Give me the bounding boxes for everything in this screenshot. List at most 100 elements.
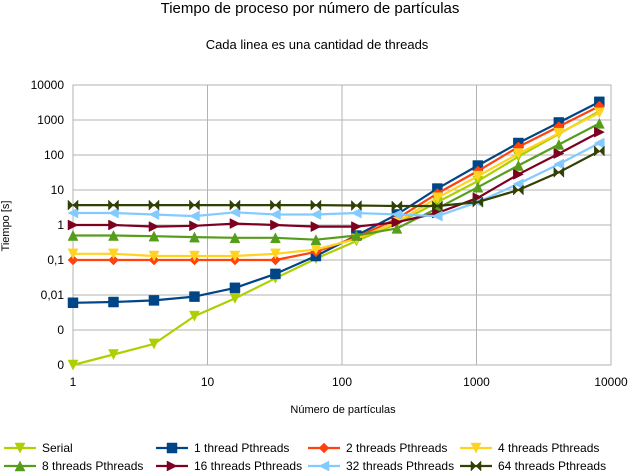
legend-label: 2 threads Pthreads: [346, 441, 447, 455]
data-point: [270, 248, 281, 260]
series-line: [72, 100, 600, 304]
legend-item: Serial: [4, 441, 73, 455]
x-tick-label: 10000: [594, 375, 628, 389]
legend-item: 4 threads Pthreads: [460, 441, 599, 455]
data-point: [67, 229, 79, 241]
data-point: [229, 206, 241, 218]
y-tick-label: 10: [51, 183, 65, 197]
legend-marker: [166, 442, 178, 454]
data-point: [229, 250, 241, 262]
data-point: [189, 310, 200, 322]
series-6: [67, 137, 605, 222]
legend-item: 32 threads Pthreads: [308, 459, 454, 472]
data-point: [472, 196, 484, 208]
data-point: [472, 170, 484, 182]
chart-subtitle: Cada linea es una cantidad de threads: [206, 37, 429, 52]
data-point: [67, 219, 79, 231]
x-tick-labels: 1 10 100 1000 10000: [70, 375, 628, 389]
data-point: [229, 199, 241, 211]
x-axis-label: Número de partículas: [290, 404, 396, 416]
y-tick-label: 1000: [37, 113, 64, 127]
data-point: [270, 268, 281, 280]
data-point: [148, 209, 160, 220]
series-line: [72, 110, 600, 367]
chart-title: Tiempo de proceso por número de partícul…: [161, 0, 460, 17]
data-point: [553, 148, 565, 159]
data-point: [108, 199, 119, 211]
data-point: [553, 158, 565, 170]
data-point: [391, 222, 403, 234]
y-tick-labels: 0 0 0,01 0,1 1 10 100 1000 10000: [31, 78, 65, 372]
data-point: [107, 207, 119, 219]
data-point: [512, 148, 524, 160]
data-point: [189, 250, 200, 262]
data-point: [108, 254, 119, 266]
data-point: [148, 250, 160, 262]
data-point: [188, 210, 200, 222]
y-axis-label: Tiempo [s]: [0, 201, 12, 252]
data-point: [67, 207, 79, 219]
data-point: [148, 199, 160, 211]
legend: Serial 1 thread Pthreads 2 threads Pthread…: [4, 441, 606, 472]
data-point: [350, 207, 362, 219]
data-point: [270, 219, 282, 231]
data-point: [391, 209, 403, 220]
data-point: [431, 210, 443, 222]
data-point: [391, 216, 403, 228]
legend-marker: [166, 460, 178, 472]
data-point: [593, 137, 605, 149]
y-tick-label: 10000: [31, 78, 65, 92]
y-tick-label: 0,01: [41, 288, 65, 302]
data-point: [148, 221, 160, 233]
series-line: [73, 131, 600, 228]
data-point: [67, 248, 79, 260]
legend-marker: [318, 442, 330, 454]
legend-item: 16 threads Pthreads: [156, 459, 302, 472]
series-7: [67, 145, 605, 212]
series-3: [67, 107, 605, 262]
data-point: [189, 220, 201, 232]
data-point: [67, 297, 79, 309]
data-point: [310, 199, 322, 211]
data-point: [431, 192, 443, 204]
legend-label: 16 threads Pthreads: [194, 459, 302, 472]
legend-label: 4 threads Pthreads: [498, 441, 599, 455]
data-point: [229, 282, 241, 294]
data-point: [513, 184, 524, 196]
data-point: [229, 218, 241, 229]
data-point: [189, 199, 200, 211]
data-point: [189, 231, 200, 243]
data-point: [593, 107, 605, 119]
data-point: [310, 209, 322, 220]
legend-item: 8 threads Pthreads: [4, 459, 143, 472]
data-point: [553, 138, 565, 150]
series-line: [73, 122, 600, 241]
data-point: [512, 178, 524, 190]
legend-label: 8 threads Pthreads: [42, 459, 143, 472]
data-point: [310, 221, 322, 233]
data-point: [269, 209, 281, 220]
y-tick-label: 1: [57, 218, 64, 232]
series-1: [67, 96, 605, 309]
data-point: [108, 248, 119, 260]
data-point: [351, 221, 362, 233]
data-point: [148, 338, 160, 350]
x-tick-label: 1000: [463, 375, 490, 389]
data-point: [553, 127, 565, 139]
data-point: [512, 159, 524, 171]
y-tick-label: 100: [44, 148, 64, 162]
data-point: [108, 349, 119, 361]
legend-label: 64 threads Pthreads: [498, 459, 606, 472]
series-line: [73, 111, 600, 258]
legend-item: 2 threads Pthreads: [308, 441, 447, 455]
legend-label: 32 threads Pthreads: [346, 459, 454, 472]
data-point: [189, 291, 200, 302]
data-point: [594, 126, 605, 138]
legend-marker: [318, 460, 330, 472]
data-point: [472, 181, 484, 193]
data-point: [67, 254, 79, 266]
legend-marker: [14, 460, 26, 472]
legend-marker: [470, 460, 482, 472]
data-point: [67, 359, 79, 371]
